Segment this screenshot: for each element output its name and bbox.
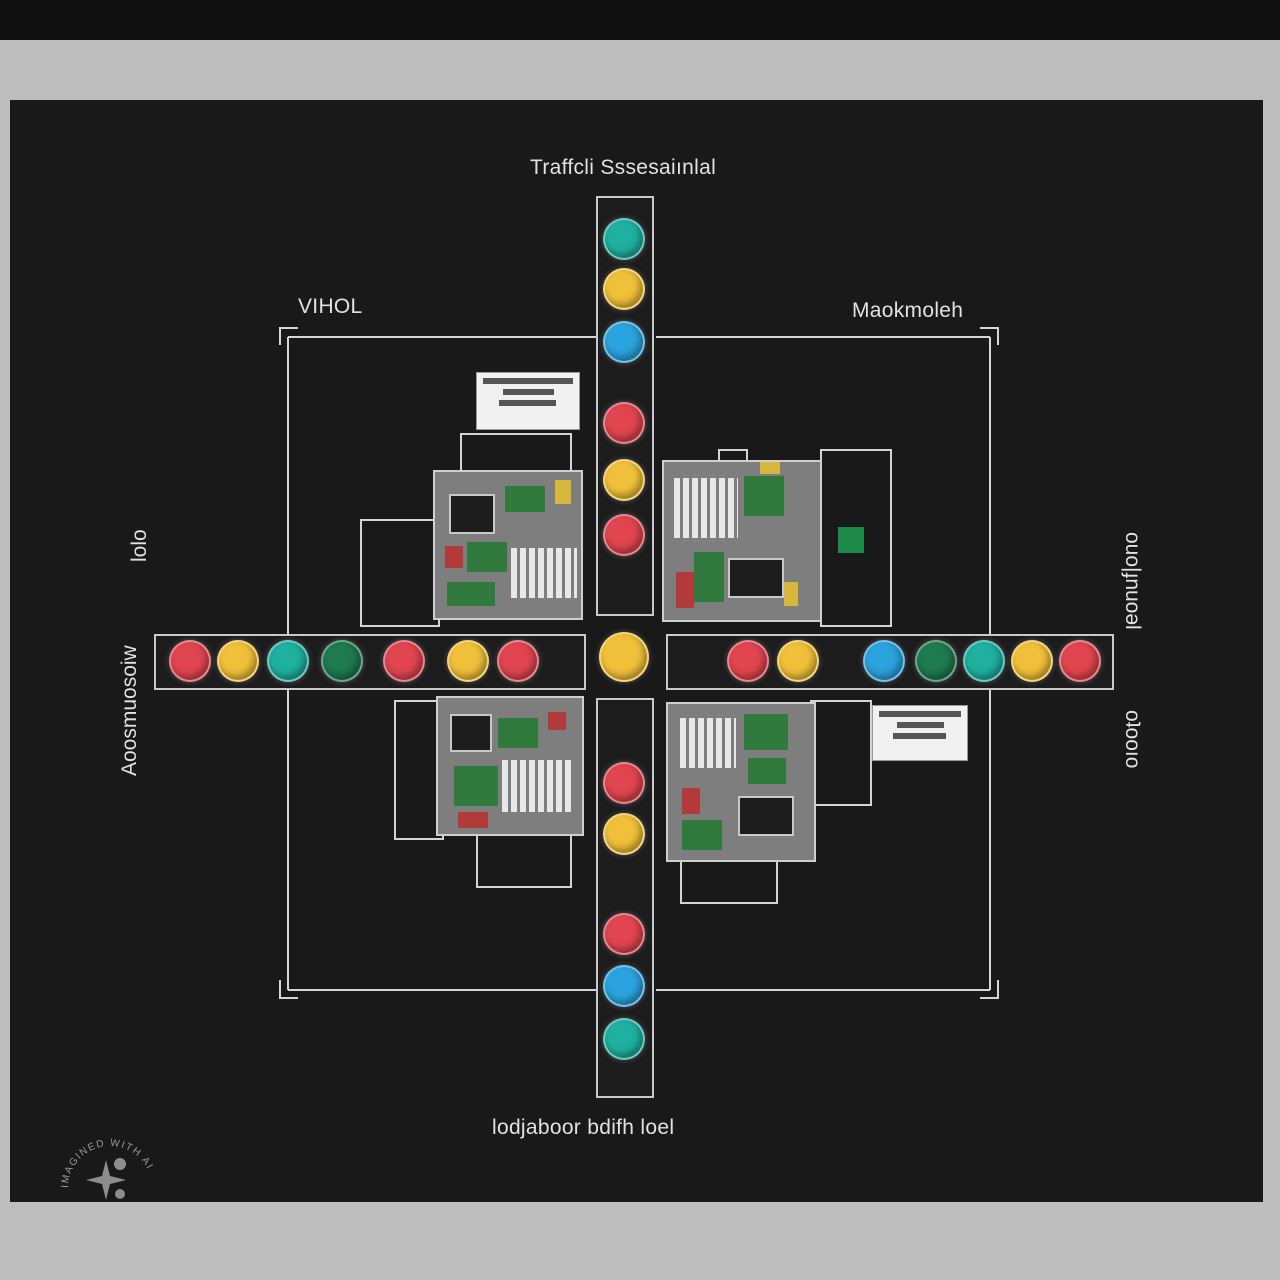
light-red <box>603 913 645 955</box>
outline-box <box>460 433 572 473</box>
light-red <box>603 762 645 804</box>
light-blue <box>603 965 645 1007</box>
circuit-board <box>436 696 584 836</box>
light-yellow <box>603 459 645 501</box>
light-teal <box>603 1018 645 1060</box>
light-teal <box>963 640 1005 682</box>
light-dark-green <box>915 640 957 682</box>
light-red <box>1059 640 1101 682</box>
light-blue <box>863 640 905 682</box>
light-red <box>383 640 425 682</box>
light-yellow <box>217 640 259 682</box>
light-yellow <box>599 632 649 682</box>
light-red <box>727 640 769 682</box>
light-dark-green <box>321 640 363 682</box>
top-bar <box>0 0 1280 40</box>
light-yellow <box>1011 640 1053 682</box>
light-red <box>497 640 539 682</box>
note-card <box>872 705 968 761</box>
label-top-left: VIHOL <box>298 295 363 318</box>
outline-box <box>476 830 572 888</box>
light-teal <box>603 218 645 260</box>
outline-box <box>810 700 872 806</box>
light-blue <box>603 321 645 363</box>
note-card <box>476 372 580 430</box>
light-red <box>603 402 645 444</box>
light-yellow <box>777 640 819 682</box>
outline-box <box>360 519 440 627</box>
diagram-frame: Traffcli Sssesaiınlal VIHOL Maokmoleh lo… <box>10 100 1263 1202</box>
diagram-title: Traffcli Sssesaiınlal <box>530 156 717 179</box>
light-yellow <box>603 813 645 855</box>
light-teal <box>267 640 309 682</box>
label-top-right: Maokmoleh <box>852 299 964 322</box>
light-red <box>169 640 211 682</box>
circuit-board <box>433 470 583 620</box>
light-red <box>603 514 645 556</box>
watermark-logo: IMAGINED WITH AI <box>60 1138 154 1200</box>
circuit-board <box>662 460 822 622</box>
circuit-board <box>666 702 816 862</box>
light-yellow <box>447 640 489 682</box>
green-component <box>838 527 864 553</box>
label-bottom: lodjaboor bdifh loel <box>492 1116 675 1139</box>
light-yellow <box>603 268 645 310</box>
